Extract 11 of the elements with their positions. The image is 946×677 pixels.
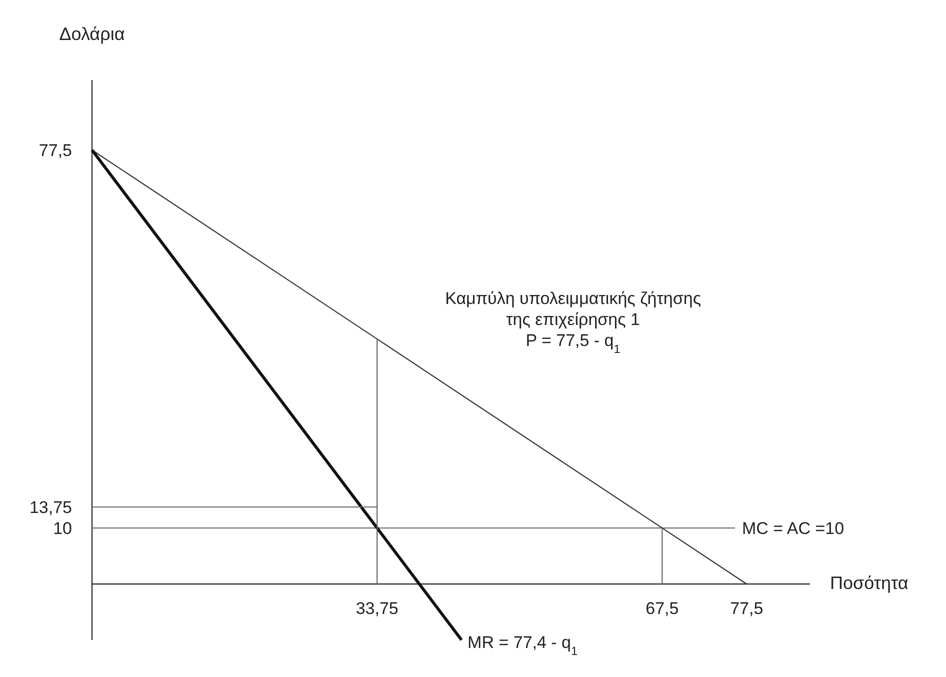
- y-axis-title: Δολάρια: [59, 24, 125, 44]
- x-tick-label: 33,75: [356, 599, 398, 618]
- ref-line-label: MC = AC =10: [742, 518, 844, 538]
- y-tick-label: 77,5: [38, 140, 72, 160]
- x-tick-label: 77,5: [730, 599, 764, 618]
- x-axis-title: Ποσότητα: [830, 573, 908, 593]
- y-tick-label: 10: [53, 518, 72, 538]
- annotation: Καμπύλη υπολειμματικής ζήτησης της επιχείρησης 1 P = 77,5 - q$_{1}$: [445, 289, 702, 356]
- annotation: MR = 77,4 - q$_{1}$: [468, 633, 578, 658]
- y-tick-label: 13,75: [29, 498, 72, 517]
- x-tick-label: 67,5: [646, 599, 679, 618]
